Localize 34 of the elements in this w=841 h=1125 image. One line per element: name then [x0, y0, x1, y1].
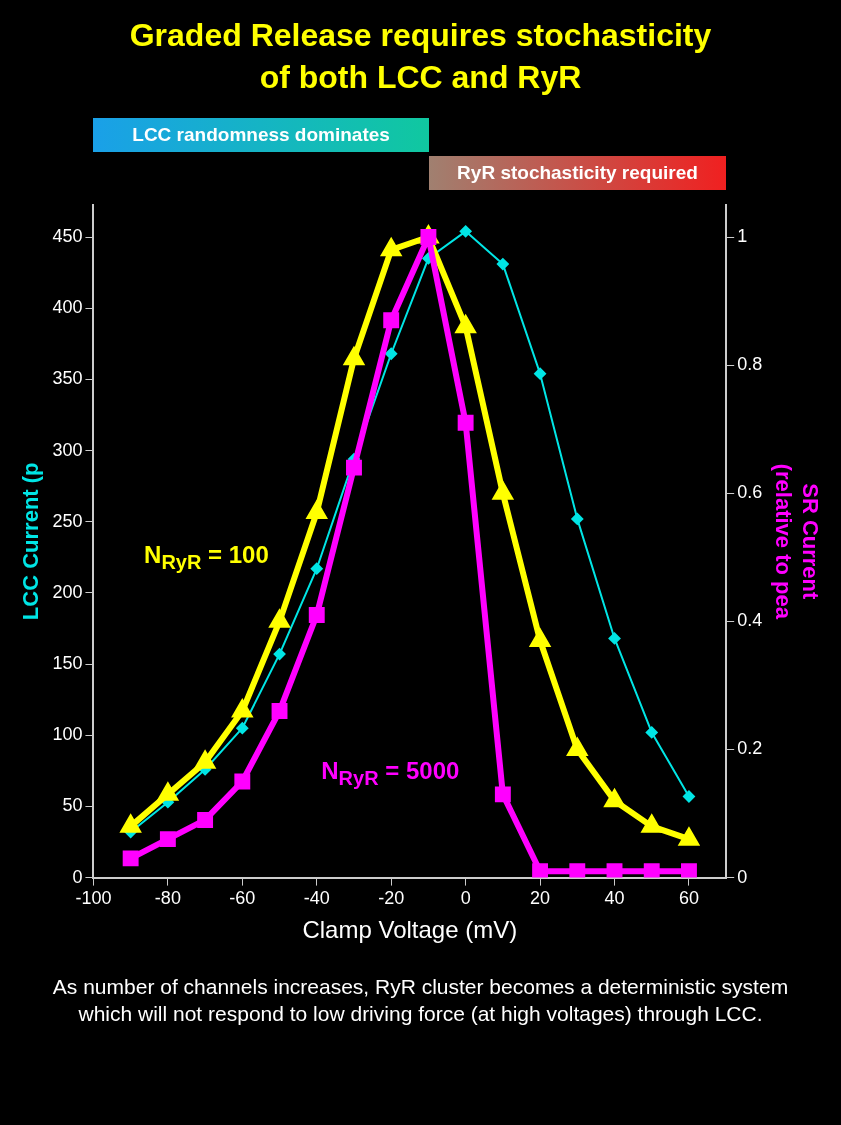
y2-tick-label: 0.6 [737, 482, 763, 503]
y-axis-title: LCC Current (p [18, 462, 44, 621]
y-tick-label: 150 [52, 653, 83, 674]
x-tick-label: -60 [229, 888, 256, 909]
series-label: N$_{RyR}$ = 100 [144, 541, 269, 575]
series-label: N$_{RyR}$ = 5000 [321, 756, 460, 790]
y-tick-label: 450 [52, 226, 83, 246]
y-tick-label: 350 [52, 368, 83, 389]
y-tick-label: 250 [52, 510, 83, 531]
x-axis-title: Clamp Voltage (mV) [302, 916, 518, 944]
y2-tick-label: 0.4 [737, 610, 763, 631]
y2-tick-label: 0.2 [737, 738, 763, 759]
y2-tick-label: 0 [737, 866, 748, 887]
y-tick-label: 200 [52, 581, 83, 602]
x-tick-label: 60 [678, 888, 699, 909]
text: As number of channels increases, RyR cluster becomes a deterministic system which will not respond to low driving force (at high voltages) through LCC. [51, 973, 790, 1027]
text: LCC randomness dominates [93, 118, 429, 152]
x-tick-label: 0 [460, 888, 471, 909]
y2-tick-label: 1 [737, 226, 748, 246]
x-tick-label: -100 [75, 888, 112, 909]
y2-axis-title: SR Current (relative to pea [771, 463, 823, 620]
y-tick-label: 0 [72, 866, 83, 887]
x-tick-label: -40 [303, 888, 330, 909]
y-tick-label: 400 [52, 297, 83, 318]
x-tick-label: 40 [604, 888, 625, 909]
y-tick-label: 300 [52, 439, 83, 460]
y2-tick-label: 0.8 [737, 354, 763, 375]
x-tick-label: -20 [378, 888, 405, 909]
x-tick-label: -80 [154, 888, 181, 909]
chart-title: Graded Release requires stochasticity of both LCC and RyR [128, 16, 713, 97]
x-tick-label: 20 [530, 888, 551, 909]
y-tick-label: 50 [62, 795, 83, 816]
text: RyR stochasticity required [428, 156, 727, 190]
y-tick-label: 100 [52, 724, 83, 745]
